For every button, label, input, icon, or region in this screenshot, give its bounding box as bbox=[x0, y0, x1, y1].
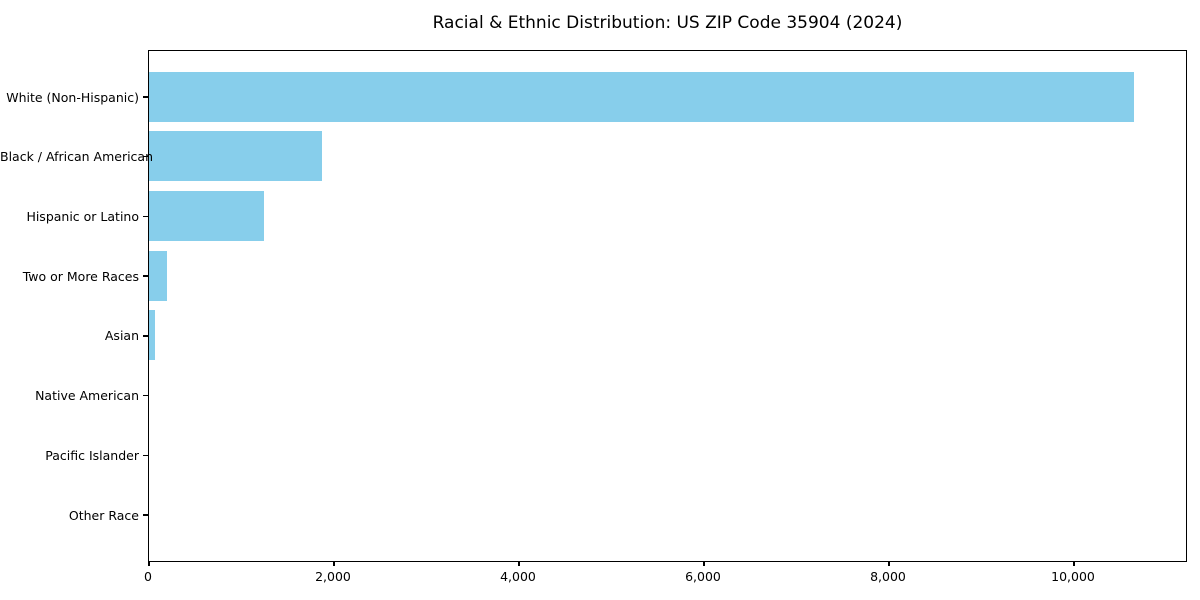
bar-asian bbox=[149, 310, 156, 361]
y-tick-mark bbox=[143, 155, 148, 158]
bar-black-african-american bbox=[149, 131, 323, 182]
x-tick-label: 4,000 bbox=[500, 569, 536, 584]
bar-hispanic-or-latino bbox=[149, 190, 264, 241]
category-label-black-african-american: Black / African American bbox=[0, 149, 154, 165]
y-tick-mark bbox=[143, 514, 148, 516]
y-tick-mark bbox=[143, 394, 148, 397]
x-tick-label: 10,000 bbox=[1051, 569, 1095, 584]
x-tick-mark bbox=[888, 561, 890, 566]
x-tick-label: 8,000 bbox=[870, 569, 906, 584]
x-tick-label: 2,000 bbox=[315, 569, 351, 584]
category-label-other-race: Other Race bbox=[68, 507, 139, 523]
x-tick-mark bbox=[333, 561, 335, 566]
x-tick-label: 6,000 bbox=[685, 569, 721, 584]
category-label-native-american: Native American bbox=[35, 388, 139, 404]
bar-white-non-hispanic bbox=[149, 71, 1135, 122]
y-tick-mark bbox=[143, 215, 148, 218]
y-tick-mark bbox=[143, 335, 148, 337]
y-tick-mark bbox=[143, 275, 148, 277]
category-label-pacific-islander: Pacific Islander bbox=[45, 447, 139, 463]
plot-area bbox=[148, 50, 1187, 562]
category-label-white-non-hispanic: White (Non-Hispanic) bbox=[6, 89, 139, 105]
category-label-asian: Asian bbox=[104, 328, 139, 344]
category-label-two-or-more-races: Two or More Races bbox=[22, 268, 139, 284]
y-tick-mark bbox=[143, 96, 148, 98]
x-tick-mark bbox=[518, 561, 520, 566]
x-tick-mark bbox=[703, 561, 705, 566]
y-tick-mark bbox=[143, 454, 148, 457]
bar-two-or-more-races bbox=[149, 250, 167, 301]
x-tick-mark bbox=[1073, 561, 1075, 566]
x-tick-label: 0 bbox=[144, 569, 152, 584]
category-label-hispanic-or-latino: Hispanic or Latino bbox=[26, 208, 139, 224]
chart-title: Racial & Ethnic Distribution: US ZIP Cod… bbox=[432, 13, 903, 33]
x-tick-mark bbox=[148, 561, 150, 566]
